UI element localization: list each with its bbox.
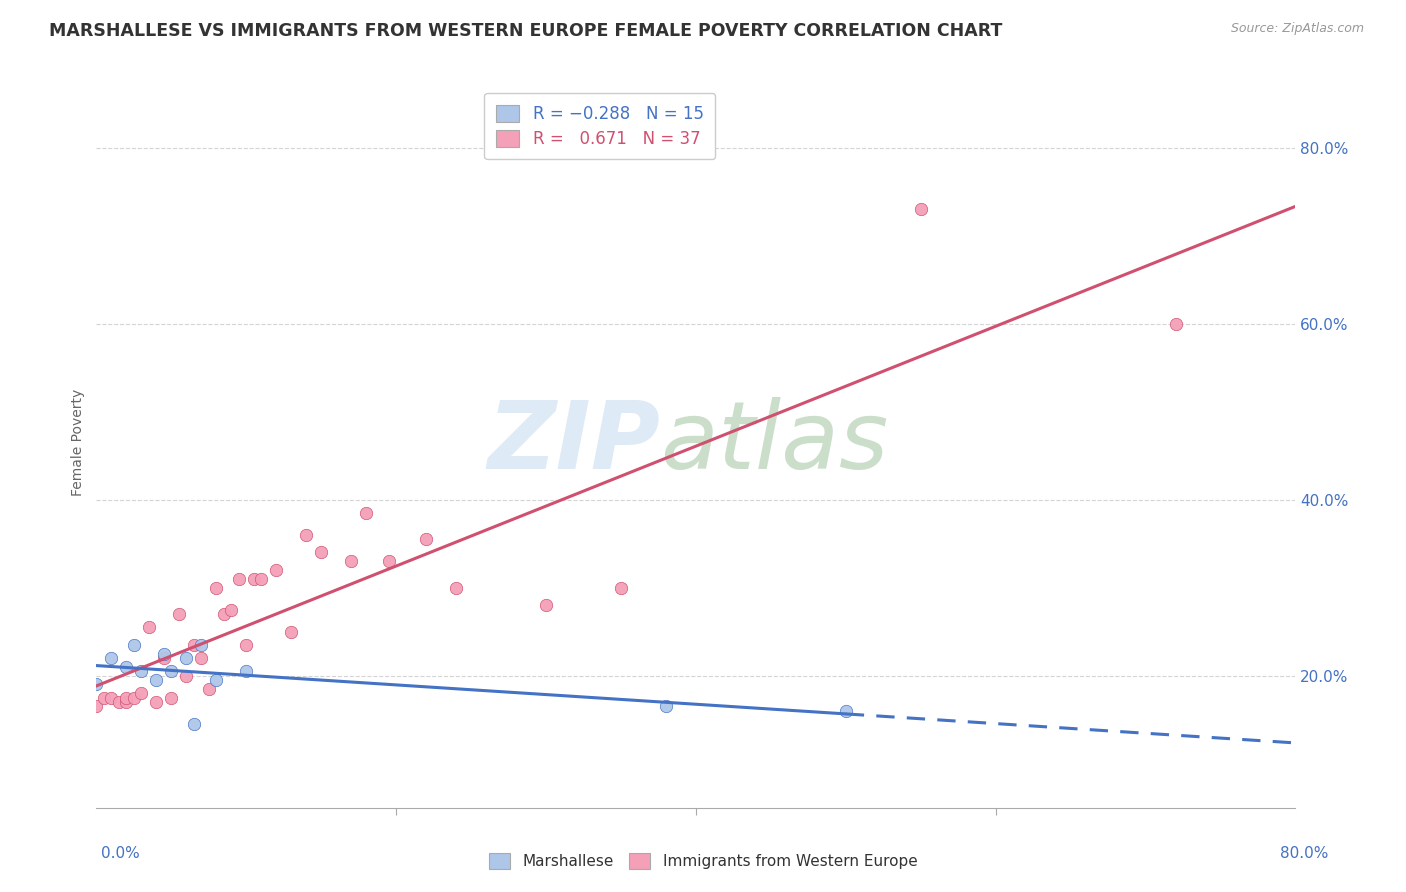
Point [205, 581, 228, 595]
Point [235, 665, 257, 679]
Point [86, 677, 108, 691]
Point [340, 554, 363, 568]
Point [610, 581, 633, 595]
Point [534, 599, 557, 613]
Point [835, 704, 858, 718]
Point [377, 554, 399, 568]
Point [122, 638, 145, 652]
Point [131, 686, 153, 700]
Point [212, 607, 235, 621]
Point [115, 690, 138, 705]
Point [415, 533, 437, 547]
Point [190, 638, 212, 652]
Point [655, 699, 678, 714]
Point [160, 690, 183, 705]
Point [153, 651, 176, 665]
Point [138, 620, 160, 634]
Legend: Marshallese, Immigrants from Western Europe: Marshallese, Immigrants from Western Eur… [482, 847, 924, 875]
Point [264, 563, 287, 577]
Point [205, 673, 228, 687]
Point [153, 647, 176, 661]
Text: atlas: atlas [659, 397, 889, 488]
Point [131, 665, 153, 679]
Point [295, 528, 318, 542]
Point [183, 717, 205, 731]
Point [100, 690, 122, 705]
Point [160, 665, 183, 679]
Point [167, 607, 190, 621]
Point [145, 695, 167, 709]
Point [93, 690, 115, 705]
Text: 0.0%: 0.0% [101, 847, 141, 861]
Point [174, 668, 197, 682]
Legend: R = −0.288   N = 15, R =   0.671   N = 37: R = −0.288 N = 15, R = 0.671 N = 37 [485, 93, 716, 160]
Point [910, 202, 932, 217]
Point [280, 624, 302, 639]
Point [309, 545, 332, 559]
Point [115, 660, 138, 674]
Point [250, 572, 273, 586]
Point [197, 681, 219, 696]
Point [1164, 317, 1187, 331]
Y-axis label: Female Poverty: Female Poverty [72, 389, 86, 496]
Point [235, 638, 257, 652]
Point [115, 695, 138, 709]
Point [122, 690, 145, 705]
Point [190, 651, 212, 665]
Point [219, 602, 242, 616]
Point [242, 572, 264, 586]
Point [100, 651, 122, 665]
Text: Source: ZipAtlas.com: Source: ZipAtlas.com [1230, 22, 1364, 36]
Point [174, 651, 197, 665]
Text: MARSHALLESE VS IMMIGRANTS FROM WESTERN EUROPE FEMALE POVERTY CORRELATION CHART: MARSHALLESE VS IMMIGRANTS FROM WESTERN E… [49, 22, 1002, 40]
Point [228, 572, 250, 586]
Point [108, 695, 131, 709]
Point [145, 673, 167, 687]
Point [86, 699, 108, 714]
Text: ZIP: ZIP [486, 397, 659, 489]
Point [183, 638, 205, 652]
Point [354, 506, 377, 520]
Text: 80.0%: 80.0% [1281, 847, 1329, 861]
Point [444, 581, 467, 595]
